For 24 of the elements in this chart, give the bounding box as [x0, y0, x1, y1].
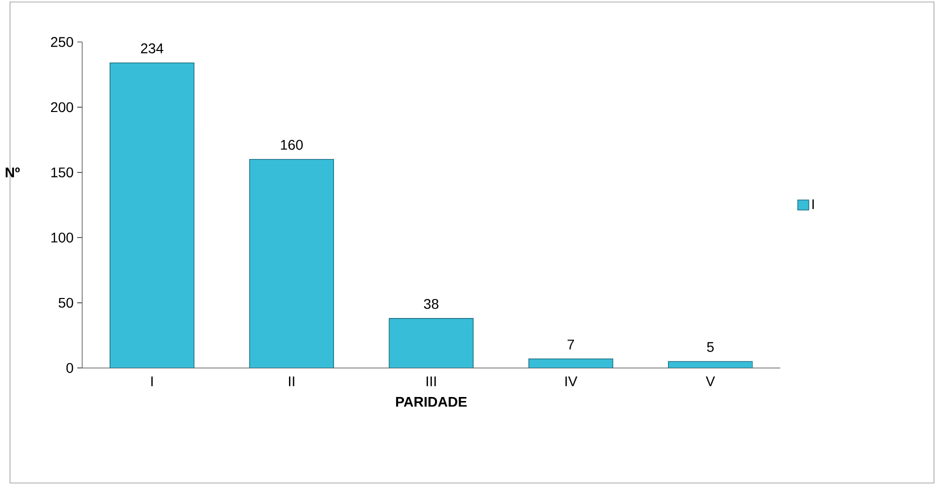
y-axis-title: Nº [6, 168, 20, 178]
bar [668, 361, 753, 368]
x-tick-label: I [151, 376, 153, 386]
y-tick-label: 100 [51, 232, 74, 243]
data-label: 160 [280, 140, 303, 150]
x-tick-label: III [426, 376, 436, 386]
bar [249, 158, 334, 368]
y-tick-label: 150 [51, 167, 74, 178]
y-tick-label: 200 [51, 102, 74, 112]
data-label: 234 [141, 43, 164, 54]
x-tick-label: IV [565, 376, 578, 386]
data-label: 38 [424, 298, 438, 309]
y-tick-label: 50 [58, 298, 74, 308]
bar [388, 318, 474, 368]
y-tick-label: 250 [51, 37, 74, 47]
data-label: 5 [707, 342, 714, 352]
x-tick-label: V [706, 376, 716, 386]
bar [528, 358, 614, 368]
data-label: 7 [568, 340, 574, 350]
y-tick-label: 0 [66, 363, 74, 373]
x-axis-title: PARIDADE [396, 397, 467, 407]
x-tick-label: II [289, 376, 294, 386]
bar [110, 62, 194, 368]
legend-label: I [812, 199, 814, 210]
